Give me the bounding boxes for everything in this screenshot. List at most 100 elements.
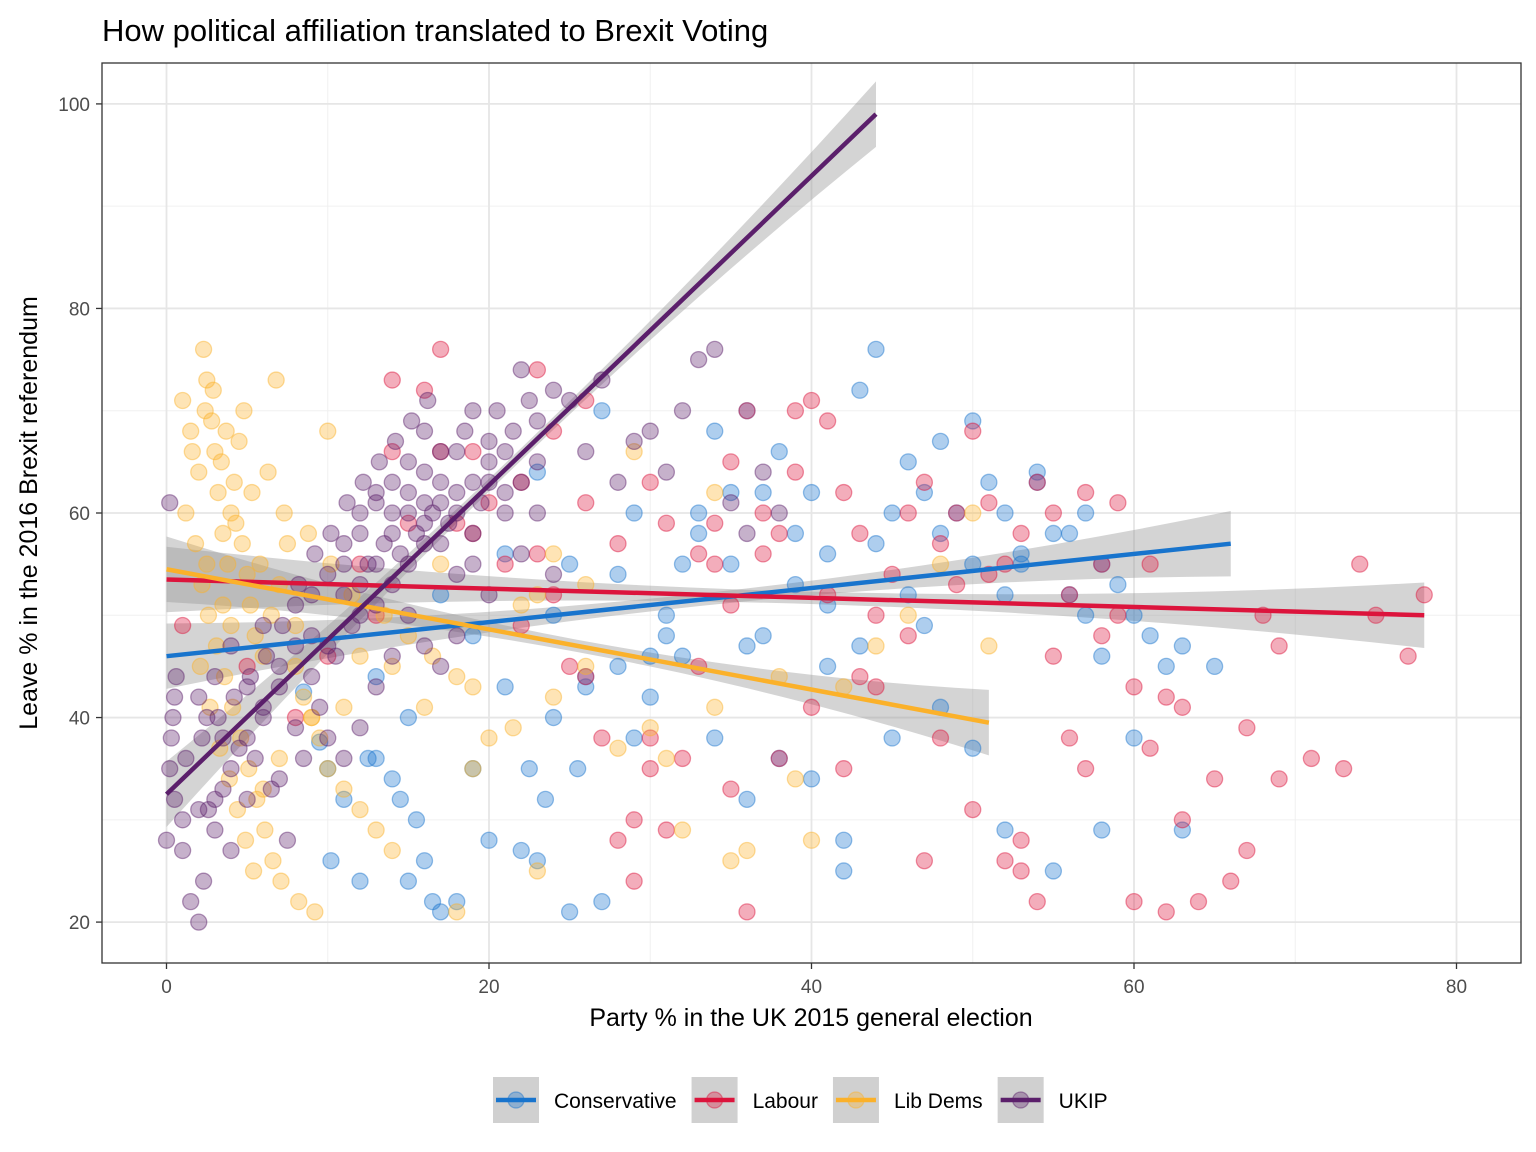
ukip-point (415, 463, 434, 481)
conservative-point (835, 862, 853, 880)
ukip-point (383, 524, 401, 543)
conservative-point (609, 657, 627, 676)
lib-dems-point (220, 770, 239, 788)
labour-point (1173, 811, 1192, 829)
conservative-point (351, 872, 369, 890)
conservative-point (1076, 504, 1095, 522)
labour-point (512, 473, 530, 491)
lib-dems-point (528, 862, 547, 880)
ukip-point (214, 780, 232, 798)
conservative-point (1093, 647, 1111, 665)
lib-dems-point (215, 667, 234, 686)
conservative-point (431, 903, 450, 921)
ukip-point (689, 350, 708, 369)
labour-point (915, 473, 934, 491)
ukip-point (273, 616, 292, 635)
ukip-point (770, 504, 788, 522)
ukip-point (367, 555, 385, 573)
lib-dems-point (464, 678, 482, 696)
ukip-point (544, 565, 563, 584)
ukip-point (367, 678, 385, 696)
lib-dems-point (194, 340, 213, 359)
lib-dems-point (294, 688, 313, 706)
conservative-point (294, 683, 313, 701)
ukip-point (528, 453, 547, 471)
labour-point (851, 524, 869, 543)
conservative-point (593, 402, 611, 420)
conservative-point (851, 637, 869, 655)
conservative-point (706, 729, 724, 747)
conservative-point (915, 483, 934, 502)
conservative-point (786, 524, 805, 543)
lib-dems-point (262, 606, 280, 624)
conservative-point (996, 821, 1014, 839)
labour-point (577, 667, 595, 686)
labour-point (1415, 586, 1433, 604)
conservative-point (722, 483, 740, 502)
conservative-point (480, 831, 498, 849)
lib-dems-point (431, 555, 450, 573)
labour-point (625, 811, 643, 829)
conservative-legend-label: Conservative (554, 1090, 677, 1113)
x-axis-title: Party % in the UK 2015 general election (589, 1004, 1032, 1032)
ukip-point (431, 473, 450, 491)
ukip-point (456, 422, 474, 440)
labour-point (818, 412, 837, 430)
ukip-point (230, 739, 248, 757)
ukip-point (399, 504, 418, 522)
labour-point (722, 780, 740, 798)
lib-dems-point (225, 473, 243, 491)
labour-point (689, 545, 708, 563)
lib-dems-point (232, 729, 250, 747)
ukip-point (209, 708, 227, 727)
lib-dems-point (267, 371, 285, 389)
conservative-point (964, 412, 982, 430)
lib-dems-point (278, 535, 297, 553)
lib-dems-point (198, 371, 216, 389)
conservative-point (625, 504, 643, 522)
lib-dems-point (275, 504, 293, 522)
ukip-point (294, 749, 313, 768)
ukip-point (415, 494, 434, 512)
lib-dems-point (190, 463, 208, 481)
ukip-point (577, 442, 595, 461)
conservative-point (770, 442, 788, 461)
ukip-point (338, 494, 356, 512)
ukip-point (198, 708, 216, 727)
labour-point (351, 555, 369, 573)
y-tick-label: 80 (69, 299, 90, 320)
labour-point (625, 872, 643, 890)
ukip-point (254, 616, 272, 635)
ukip-point (238, 678, 256, 696)
labour-point (1270, 637, 1288, 655)
lib-dems-point (198, 555, 216, 573)
ukip-point (448, 565, 466, 584)
conservative-point (464, 627, 482, 645)
ukip-point (162, 729, 180, 747)
lib-dems-point (786, 770, 805, 788)
lib-dems-point (240, 760, 258, 778)
conservative-point (496, 678, 514, 696)
lib-dems-point (464, 760, 482, 778)
legend: Conservative Labour Lib Dems UKIP (493, 1077, 1108, 1123)
lib-dems-point (641, 719, 659, 737)
labour-point (915, 852, 934, 870)
ukip-point (528, 504, 547, 522)
labour-point (496, 555, 514, 573)
lib-dems-point (212, 453, 230, 471)
labour-point (1351, 555, 1369, 573)
ukip-point (190, 800, 208, 819)
lib-dems-point (204, 381, 222, 399)
conservative-point (883, 729, 901, 747)
labour-point (1060, 729, 1079, 747)
ukip-point (464, 524, 482, 543)
y-axis-title: Leave % in the 2016 Brexit referendum (15, 296, 43, 730)
lib-dems-point (706, 698, 724, 716)
labour-point (1109, 606, 1127, 624)
lib-dems-point (577, 657, 595, 676)
lib-dems-point (206, 442, 224, 461)
labour-point (480, 494, 498, 512)
conservative-point (569, 760, 587, 778)
conservative-trend-line (166, 541, 1231, 659)
conservative-point (818, 657, 837, 676)
